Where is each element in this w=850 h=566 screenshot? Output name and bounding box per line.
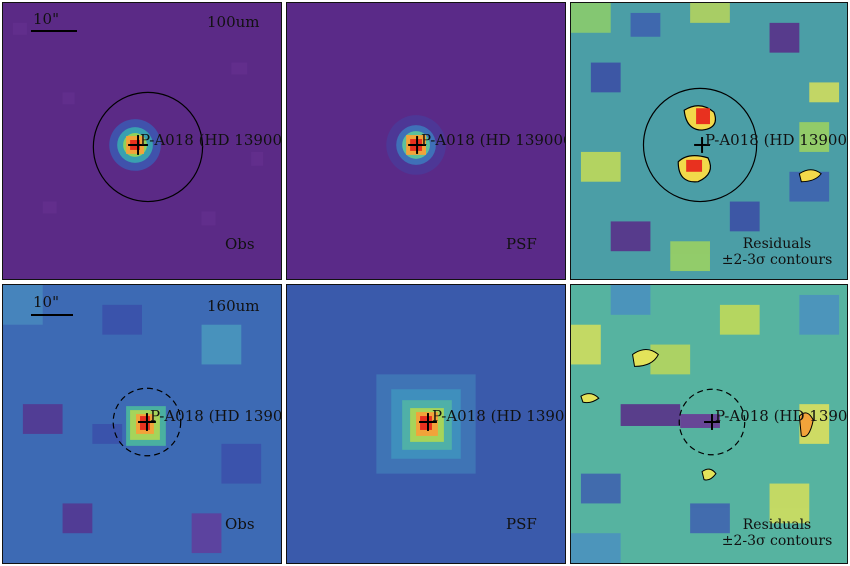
scalebar-label: 10" — [33, 10, 59, 28]
target-label: P-A018 (HD 139006) — [140, 131, 282, 149]
panel-100um-obs: 10" 100um P-A018 (HD 139006) Obs — [2, 2, 282, 280]
residuals-label: Residuals ±2-3σ contours — [707, 517, 847, 549]
image-160um-psf — [287, 285, 565, 563]
panel-label: PSF — [506, 515, 537, 533]
scalebar — [31, 30, 77, 32]
image-160um-residuals — [571, 285, 847, 563]
panel-label: Obs — [225, 515, 255, 533]
target-label: P-A018 (HD 139006) — [432, 407, 565, 425]
scalebar-label: 10" — [33, 293, 59, 311]
target-label: P-A018 (HD 139006) — [715, 407, 848, 425]
image-100um-obs — [3, 3, 281, 279]
panel-160um-psf: P-A018 (HD 139006) PSF — [286, 284, 566, 564]
panel-label: PSF — [506, 235, 537, 253]
scalebar — [31, 314, 73, 316]
image-160um-obs — [3, 285, 281, 563]
residuals-contours: ±2-3σ contours — [721, 533, 833, 550]
target-label: P-A018 (HD 139006) — [150, 407, 282, 425]
band-label: 160um — [207, 297, 260, 315]
band-label: 100um — [207, 13, 260, 31]
panel-label: Obs — [225, 235, 255, 253]
target-label: P-A018 (HD 139006) — [421, 131, 566, 149]
residuals-title: Residuals — [742, 517, 812, 533]
residuals-label: Residuals ±2-3σ contours — [707, 236, 847, 268]
panel-160um-obs: 10" 160um P-A018 (HD 139006) Obs — [2, 284, 282, 564]
residuals-contours: ±2-3σ contours — [721, 252, 833, 269]
panel-160um-residuals: P-A018 (HD 139006) Residuals ±2-3σ conto… — [570, 284, 848, 564]
panel-100um-residuals: P-A018 (HD 139006) Residuals ±2-3σ conto… — [570, 2, 848, 280]
residuals-title: Residuals — [742, 236, 812, 252]
image-100um-psf — [287, 3, 565, 279]
target-label: P-A018 (HD 139006) — [705, 131, 848, 149]
image-100um-residuals — [571, 3, 847, 279]
panel-100um-psf: P-A018 (HD 139006) PSF — [286, 2, 566, 280]
